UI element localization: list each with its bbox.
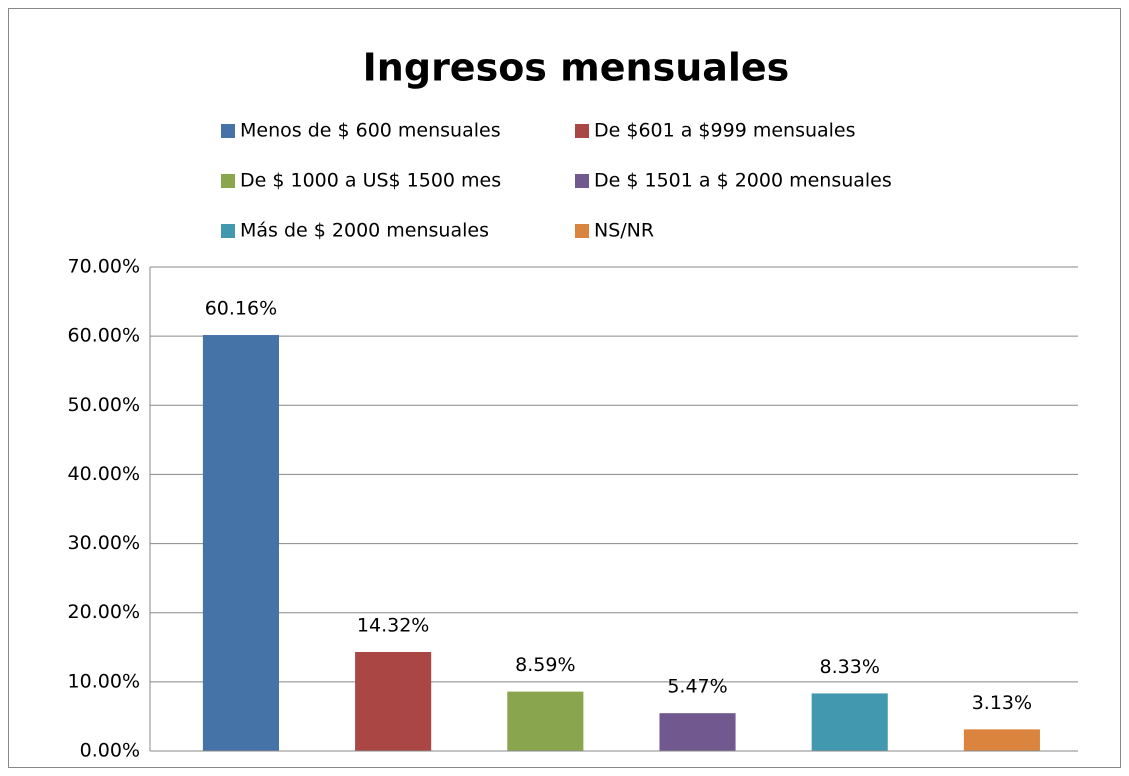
legend-swatch (221, 174, 235, 188)
y-tick-label: 0.00% (80, 740, 140, 762)
y-tick-label: 20.00% (68, 601, 140, 623)
value-label: 8.33% (820, 656, 880, 678)
y-tick-label: 10.00% (68, 670, 140, 692)
legend-label: NS/NR (594, 220, 654, 242)
y-tick-label: 30.00% (68, 532, 140, 554)
value-label: 14.32% (357, 614, 429, 636)
value-label: 60.16% (205, 298, 277, 320)
chart-border (8, 8, 1121, 768)
y-tick-label: 60.00% (68, 325, 140, 347)
chart-title: Ingresos mensuales (363, 46, 790, 90)
bar (659, 713, 736, 751)
value-label: 5.47% (667, 676, 727, 698)
y-tick-label: 40.00% (68, 463, 140, 485)
bar (355, 651, 432, 751)
legend-swatch (221, 124, 235, 138)
bar (963, 729, 1040, 751)
legend-label: De $ 1000 a US$ 1500 mes (240, 170, 501, 192)
bar (811, 693, 888, 751)
legend-swatch (575, 224, 589, 238)
legend-label: Menos de $ 600 mensuales (240, 120, 501, 142)
y-tick-label: 50.00% (68, 394, 140, 416)
bar (507, 691, 584, 751)
legend-label: Más de $ 2000 mensuales (240, 220, 489, 242)
legend-label: De $ 1501 a $ 2000 mensuales (594, 170, 892, 192)
legend-swatch (575, 174, 589, 188)
value-label: 8.59% (515, 654, 575, 676)
value-label: 3.13% (972, 692, 1032, 714)
legend-swatch (221, 224, 235, 238)
legend-label: De $601 a $999 mensuales (594, 120, 856, 142)
bar (202, 335, 279, 751)
y-tick-label: 70.00% (68, 256, 140, 278)
legend-swatch (575, 124, 589, 138)
